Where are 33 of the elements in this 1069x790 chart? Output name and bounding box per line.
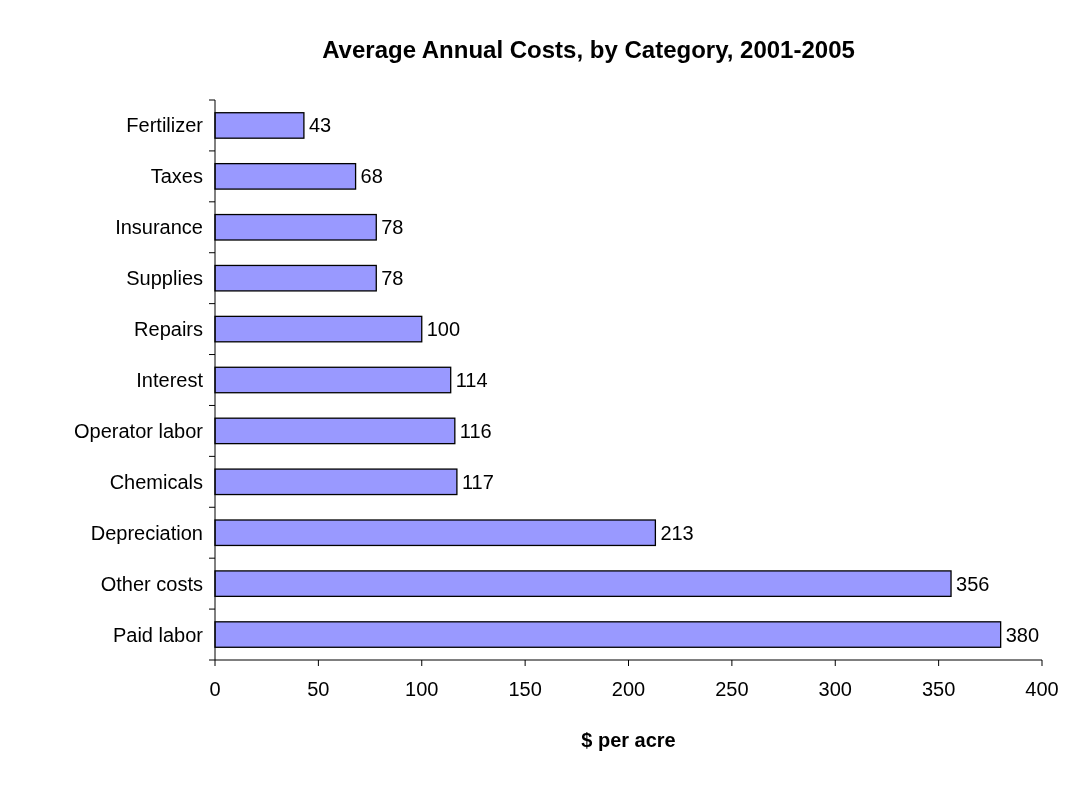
y-tick-label: Repairs [134, 318, 203, 341]
data-label: 117 [461, 470, 494, 493]
x-tick-label: 400 [1025, 678, 1059, 700]
y-tick-label: Taxes [150, 165, 203, 188]
y-tick-label: Other costs [100, 572, 203, 595]
data-label: 213 [660, 521, 694, 544]
data-label: 78 [381, 267, 404, 290]
data-label: 100 [426, 318, 461, 341]
x-tick-label: 300 [818, 678, 852, 700]
y-tick-label: Interest [136, 369, 204, 391]
data-label: 116 [459, 419, 492, 442]
x-tick-label: 200 [611, 678, 646, 700]
data-label: 68 [360, 165, 383, 188]
x-tick-label: 50 [307, 678, 330, 700]
x-tick-label: 250 [715, 678, 749, 700]
data-label: 43 [308, 114, 332, 137]
chart-title: Average Annual Costs, by Category, 2001-2005 [322, 36, 855, 63]
y-tick-label: Insurance [115, 216, 203, 239]
y-tick-label: Chemicals [109, 470, 203, 493]
x-tick-label: 100 [405, 678, 439, 700]
x-tick-label: 350 [921, 678, 956, 700]
y-tick-label: Supplies [126, 267, 203, 290]
y-tick-label: Depreciation [90, 521, 203, 544]
x-axis-title: $ per acre [581, 729, 676, 751]
y-tick-label: Operator labor [74, 419, 204, 442]
data-label: 114 [455, 369, 488, 391]
data-label: 78 [381, 216, 404, 239]
x-tick-label: 150 [508, 678, 542, 700]
y-tick-label: Fertilizer [126, 114, 204, 137]
y-tick-label: Paid labor [112, 623, 204, 646]
data-label: 356 [956, 572, 990, 595]
x-tick-label: 0 [209, 678, 221, 700]
data-label: 380 [1005, 623, 1040, 646]
